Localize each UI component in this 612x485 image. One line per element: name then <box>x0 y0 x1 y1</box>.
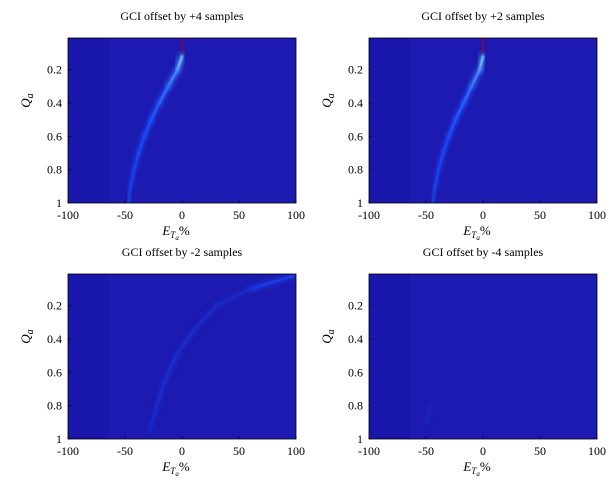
x-tick-label: 100 <box>287 444 305 458</box>
x-axis-label: ETa% <box>462 223 490 242</box>
x-tick-label: 50 <box>233 444 245 458</box>
x-tick-label: 0 <box>480 444 486 458</box>
y-tick-label: 1 <box>56 196 62 210</box>
x-tick-label: -100 <box>358 444 380 458</box>
ridge-segment <box>192 304 218 332</box>
x-tick-label: 100 <box>588 208 606 222</box>
y-tick-label: 1 <box>357 196 363 210</box>
ridge-segment <box>214 287 252 307</box>
x-tick-label: -100 <box>358 208 380 222</box>
x-axis-label: ETa% <box>161 223 189 242</box>
heatmap-shade <box>369 274 411 439</box>
panel-3: -100 -50 0 50 100 0.2 0.4 0.6 0.8 1 GCI offset by … <box>18 245 305 478</box>
x-tick-label: -50 <box>418 208 434 222</box>
x-tick-label: 100 <box>588 444 606 458</box>
y-tick-label: 1 <box>357 432 363 446</box>
y-axis-label: Qa <box>18 329 36 343</box>
ridge-group <box>429 38 487 203</box>
x-tick-label: 100 <box>287 208 305 222</box>
x-tick-label: 50 <box>534 444 546 458</box>
ridge-group <box>146 274 296 435</box>
y-tick-label: 0.6 <box>348 129 363 143</box>
y-tick-label: 0.8 <box>47 163 62 177</box>
ridge-group <box>422 402 436 426</box>
panel-title: GCI offset by -2 samples <box>122 245 243 259</box>
y-tick-label: 0.4 <box>348 96 363 110</box>
heatmap-shade <box>68 38 110 203</box>
y-tick-label: 0.8 <box>348 163 363 177</box>
panel-title: GCI offset by +2 samples <box>421 9 545 23</box>
panel-title: GCI offset by +4 samples <box>120 9 244 23</box>
y-tick-label: 0.2 <box>47 299 62 313</box>
y-tick-label: 0.6 <box>348 365 363 379</box>
x-tick-label: 0 <box>179 208 185 222</box>
y-tick-label: 0.4 <box>47 96 62 110</box>
y-tick-label: 0.4 <box>348 332 363 346</box>
y-axis-label: Qa <box>18 93 36 107</box>
x-tick-label: 0 <box>480 208 486 222</box>
panel-1: -100 -50 0 50 100 0.2 0.4 0.6 0.8 1 GCI offset by … <box>18 9 305 242</box>
x-tick-label: -100 <box>57 444 79 458</box>
ridge-segment <box>249 274 296 291</box>
ridge-segment <box>163 354 178 382</box>
ridge-group <box>124 38 186 203</box>
x-tick-label: 50 <box>233 208 245 222</box>
x-axis-label: ETa% <box>161 459 189 478</box>
x-tick-label: -50 <box>117 444 133 458</box>
panel-2: -100 -50 0 50 100 0.2 0.4 0.6 0.8 1 GCI offset by … <box>319 9 606 242</box>
y-tick-label: 0.6 <box>47 365 62 379</box>
y-tick-label: 0.4 <box>47 332 62 346</box>
y-tick-label: 1 <box>56 432 62 446</box>
x-tick-label: 0 <box>179 444 185 458</box>
y-tick-label: 0.2 <box>348 63 363 77</box>
ridge-segment <box>155 379 167 407</box>
heatmap-background <box>68 274 296 439</box>
x-axis-label: ETa% <box>462 459 490 478</box>
y-axis-label: Qa <box>319 93 337 107</box>
y-tick-label: 0.2 <box>348 299 363 313</box>
panel-title: GCI offset by -4 samples <box>423 245 544 259</box>
y-tick-label: 0.2 <box>47 63 62 77</box>
x-tick-label: 50 <box>534 208 546 222</box>
y-axis-label: Qa <box>319 329 337 343</box>
ridge-segment <box>431 185 437 203</box>
ridge-segment <box>175 329 195 357</box>
heatmap-background <box>369 274 597 439</box>
ridge-segment <box>148 404 159 432</box>
ridge-segment <box>424 404 434 424</box>
y-tick-label: 0.8 <box>47 399 62 413</box>
panel-4: -100 -50 0 50 100 0.2 0.4 0.6 0.8 1 GCI offset by … <box>319 245 606 478</box>
x-tick-label: -50 <box>117 208 133 222</box>
y-tick-label: 0.8 <box>348 399 363 413</box>
heatmap-shade <box>369 38 411 203</box>
ridge-segment <box>127 185 132 203</box>
x-tick-label: -100 <box>57 208 79 222</box>
x-tick-label: -50 <box>418 444 434 458</box>
y-tick-label: 0.6 <box>47 129 62 143</box>
heatmap-shade <box>68 274 110 439</box>
